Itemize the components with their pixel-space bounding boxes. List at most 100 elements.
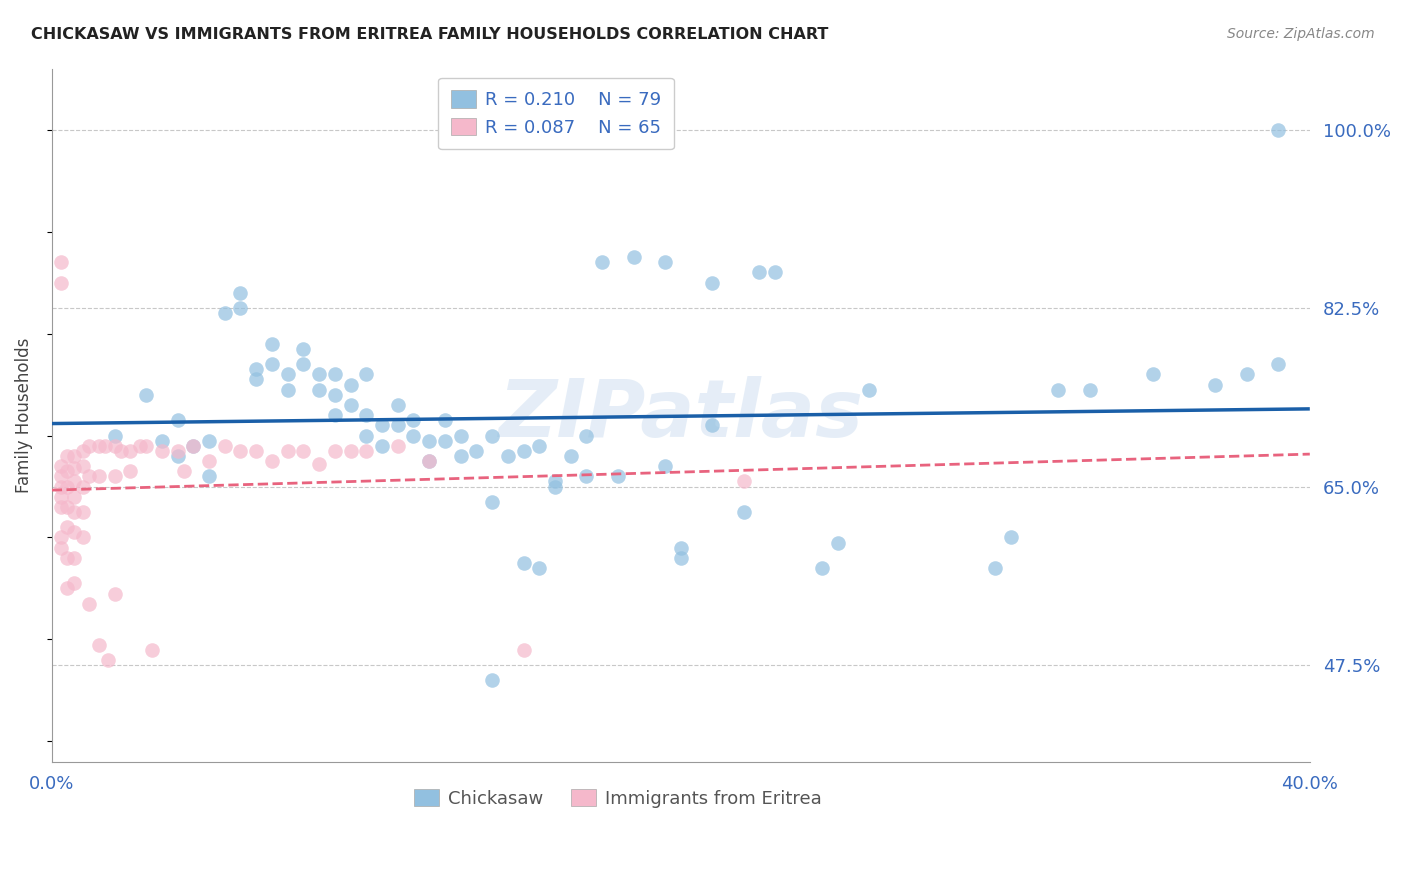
Point bbox=[62, 550, 84, 565]
Point bbox=[128, 439, 150, 453]
Point bbox=[72, 531, 94, 545]
Point bbox=[433, 434, 456, 448]
Point bbox=[79, 597, 101, 611]
Point bbox=[141, 642, 163, 657]
Point bbox=[529, 439, 551, 453]
Point bbox=[56, 449, 79, 463]
Point bbox=[308, 368, 330, 382]
Point bbox=[277, 383, 299, 397]
Point bbox=[387, 439, 409, 453]
Point bbox=[529, 561, 551, 575]
Point bbox=[654, 459, 676, 474]
Point bbox=[135, 439, 157, 453]
Text: Source: ZipAtlas.com: Source: ZipAtlas.com bbox=[1227, 27, 1375, 41]
Legend: Chickasaw, Immigrants from Eritrea: Chickasaw, Immigrants from Eritrea bbox=[406, 782, 830, 815]
Point bbox=[120, 464, 142, 478]
Point bbox=[166, 443, 188, 458]
Point bbox=[260, 357, 283, 371]
Point bbox=[512, 642, 534, 657]
Point bbox=[387, 398, 409, 412]
Point bbox=[229, 301, 252, 315]
Point bbox=[94, 439, 117, 453]
Point bbox=[323, 408, 346, 422]
Point bbox=[51, 255, 73, 269]
Point bbox=[606, 469, 628, 483]
Point bbox=[544, 475, 567, 489]
Point bbox=[62, 449, 84, 463]
Point bbox=[418, 434, 440, 448]
Point bbox=[371, 439, 394, 453]
Point bbox=[198, 469, 221, 483]
Point bbox=[72, 479, 94, 493]
Point bbox=[198, 434, 221, 448]
Point bbox=[51, 531, 73, 545]
Point bbox=[339, 398, 361, 412]
Point bbox=[323, 443, 346, 458]
Point bbox=[733, 475, 755, 489]
Point bbox=[811, 561, 834, 575]
Point bbox=[1267, 122, 1289, 136]
Point bbox=[356, 368, 378, 382]
Point bbox=[51, 541, 73, 555]
Point bbox=[72, 459, 94, 474]
Point bbox=[512, 556, 534, 570]
Point bbox=[245, 362, 267, 376]
Point bbox=[214, 439, 236, 453]
Point bbox=[984, 561, 1007, 575]
Point bbox=[104, 469, 127, 483]
Point bbox=[827, 535, 849, 549]
Point bbox=[62, 505, 84, 519]
Point bbox=[104, 586, 127, 600]
Point bbox=[387, 418, 409, 433]
Point bbox=[214, 306, 236, 320]
Point bbox=[104, 439, 127, 453]
Point bbox=[135, 388, 157, 402]
Text: CHICKASAW VS IMMIGRANTS FROM ERITREA FAMILY HOUSEHOLDS CORRELATION CHART: CHICKASAW VS IMMIGRANTS FROM ERITREA FAM… bbox=[31, 27, 828, 42]
Point bbox=[1236, 368, 1258, 382]
Point bbox=[62, 576, 84, 591]
Point bbox=[418, 454, 440, 468]
Point bbox=[623, 250, 645, 264]
Point bbox=[72, 505, 94, 519]
Text: ZIPatlas: ZIPatlas bbox=[498, 376, 863, 454]
Point bbox=[512, 443, 534, 458]
Point bbox=[402, 413, 425, 427]
Point bbox=[418, 454, 440, 468]
Y-axis label: Family Households: Family Households bbox=[15, 337, 32, 493]
Point bbox=[654, 255, 676, 269]
Point bbox=[51, 276, 73, 290]
Point bbox=[79, 469, 101, 483]
Point bbox=[1047, 383, 1070, 397]
Point bbox=[181, 439, 204, 453]
Point bbox=[323, 388, 346, 402]
Point bbox=[402, 428, 425, 442]
Point bbox=[173, 464, 195, 478]
Point bbox=[1000, 531, 1022, 545]
Point bbox=[72, 443, 94, 458]
Point bbox=[79, 439, 101, 453]
Point bbox=[575, 469, 598, 483]
Point bbox=[181, 439, 204, 453]
Point bbox=[62, 475, 84, 489]
Point bbox=[166, 449, 188, 463]
Point bbox=[56, 520, 79, 534]
Point bbox=[1267, 357, 1289, 371]
Point bbox=[481, 495, 503, 509]
Point bbox=[245, 372, 267, 386]
Point bbox=[166, 413, 188, 427]
Point bbox=[62, 525, 84, 540]
Point bbox=[87, 439, 110, 453]
Point bbox=[62, 461, 84, 475]
Point bbox=[591, 255, 613, 269]
Point bbox=[277, 443, 299, 458]
Point bbox=[748, 265, 770, 279]
Point bbox=[260, 336, 283, 351]
Point bbox=[56, 479, 79, 493]
Point bbox=[733, 505, 755, 519]
Point bbox=[120, 443, 142, 458]
Point bbox=[308, 457, 330, 471]
Point bbox=[51, 490, 73, 504]
Point bbox=[51, 500, 73, 514]
Point bbox=[150, 443, 173, 458]
Point bbox=[51, 459, 73, 474]
